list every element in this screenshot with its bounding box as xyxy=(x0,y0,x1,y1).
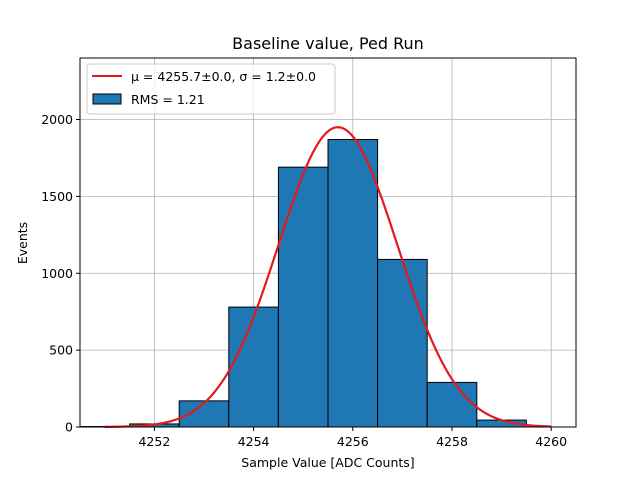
gaussian-fit-curve xyxy=(104,126,552,428)
x-tick-label: 4260 xyxy=(535,434,567,449)
y-tick-label: 2000 xyxy=(41,112,73,127)
x-axis-ticks: 4252 4254 4256 4258 4260 xyxy=(138,427,567,449)
x-tick-label: 4252 xyxy=(138,434,170,449)
y-tick-label: 1000 xyxy=(41,266,73,281)
histogram-bars xyxy=(79,138,527,428)
histogram-bar xyxy=(277,166,329,428)
y-tick-label: 500 xyxy=(49,343,73,358)
plot-frame xyxy=(79,57,577,428)
legend-histogram-label: RMS = 1.21 xyxy=(131,92,205,107)
y-tick-label: 1500 xyxy=(41,189,73,204)
fit-curve-layer xyxy=(104,126,552,428)
x-axis-label: Sample Value [ADC Counts] xyxy=(241,455,414,470)
histogram-bar xyxy=(327,138,379,428)
histogram-bar xyxy=(426,381,478,428)
y-tick-label: 0 xyxy=(65,420,73,435)
histogram-bar xyxy=(228,306,279,428)
legend: μ = 4255.7±0.0, σ = 1.2±0.0 RMS = 1.21 xyxy=(86,63,336,115)
x-tick-label: 4254 xyxy=(238,434,270,449)
legend-histogram-swatch xyxy=(92,93,122,105)
y-axis-label: Events xyxy=(15,222,30,264)
histogram-bar xyxy=(377,258,428,428)
y-axis-ticks: 0 500 1000 1500 2000 xyxy=(41,112,80,435)
legend-box xyxy=(86,63,336,115)
x-tick-label: 4256 xyxy=(337,434,369,449)
legend-fit-label: μ = 4255.7±0.0, σ = 1.2±0.0 xyxy=(131,69,316,84)
x-tick-label: 4258 xyxy=(436,434,468,449)
chart-title: Baseline value, Ped Run xyxy=(232,34,424,53)
